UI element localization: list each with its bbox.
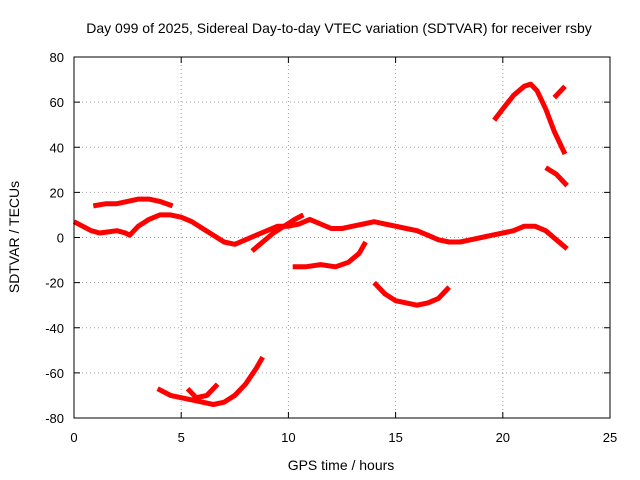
series-layer <box>72 81 569 407</box>
x-axis-tick-labels: 0 5 10 15 20 25 <box>70 430 617 445</box>
y-axis-tick-labels: -80 -60 -40 -20 0 20 40 60 80 <box>45 50 64 426</box>
series-arc-8 <box>492 81 568 156</box>
series-arc-2 <box>92 196 174 209</box>
series-arc-10 <box>552 84 567 100</box>
series-arc-1 <box>72 212 569 251</box>
series-arc-5 <box>372 280 452 308</box>
x-tick-label: 0 <box>70 430 77 445</box>
series-arc-4 <box>292 240 368 270</box>
y-tick-label: -80 <box>45 411 64 426</box>
y-tick-label: -40 <box>45 321 64 336</box>
y-tick-label: -20 <box>45 276 64 291</box>
y-tick-label: -60 <box>45 366 64 381</box>
y-tick-label: 40 <box>50 140 64 155</box>
x-axis-label: GPS time / hours <box>288 457 395 473</box>
x-tick-label: 25 <box>603 430 617 445</box>
y-tick-label: 20 <box>50 185 64 200</box>
x-tick-label: 20 <box>496 430 510 445</box>
axis-ticks <box>73 56 611 419</box>
y-tick-label: 80 <box>50 50 64 65</box>
y-tick-label: 0 <box>57 231 64 246</box>
grid <box>74 57 610 418</box>
series-arc-3 <box>250 212 305 253</box>
y-axis-label: SDTVAR / TECUs <box>6 181 22 293</box>
series-arc-7 <box>185 382 220 401</box>
y-tick-label: 60 <box>50 95 64 110</box>
x-tick-label: 15 <box>388 430 402 445</box>
series-arc-9 <box>544 165 569 188</box>
x-tick-label: 5 <box>178 430 185 445</box>
x-tick-label: 10 <box>281 430 295 445</box>
series-arc-6 <box>156 355 265 407</box>
chart-title: Day 099 of 2025, Sidereal Day-to-day VTE… <box>86 20 592 36</box>
